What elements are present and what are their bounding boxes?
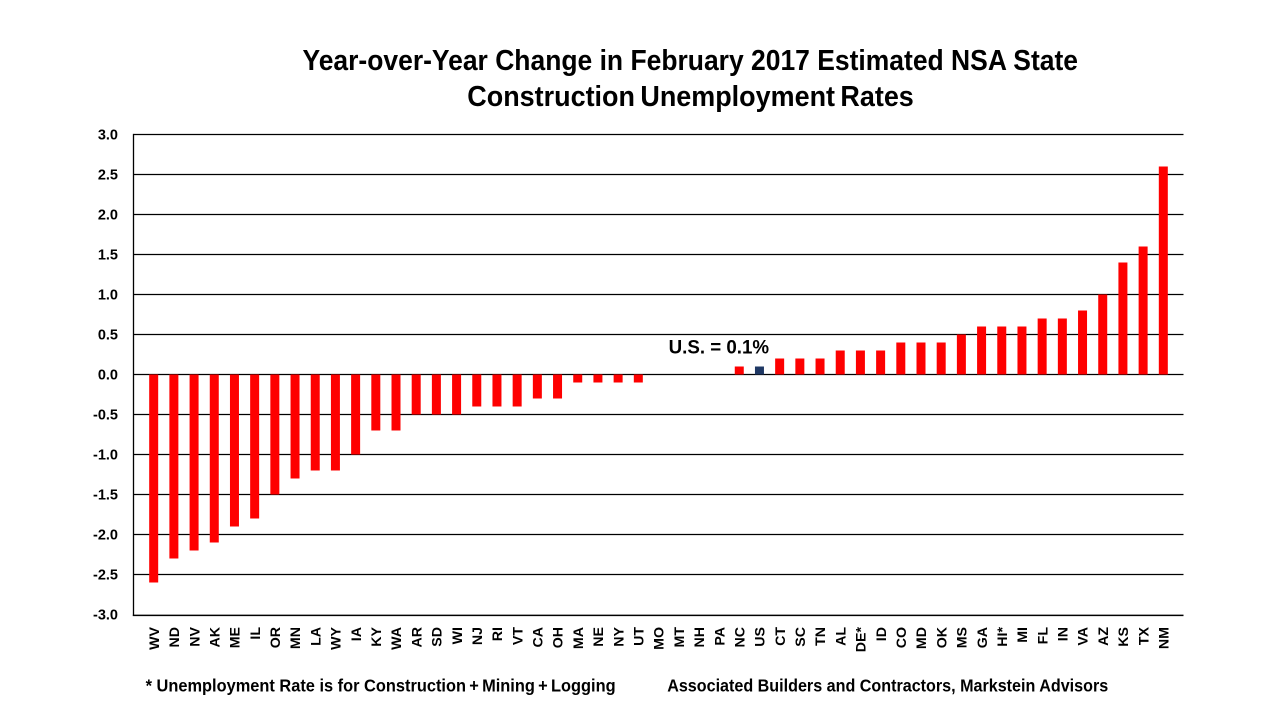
svg-text:IN: IN bbox=[1056, 627, 1072, 641]
svg-text:TN: TN bbox=[813, 627, 829, 646]
svg-text:-0.5: -0.5 bbox=[93, 408, 118, 424]
svg-text:WA: WA bbox=[389, 627, 405, 650]
svg-text:1.5: 1.5 bbox=[98, 248, 118, 264]
svg-text:OR: OR bbox=[268, 627, 284, 648]
svg-text:FL: FL bbox=[1035, 627, 1051, 645]
svg-text:2.5: 2.5 bbox=[98, 168, 118, 184]
svg-text:ME: ME bbox=[228, 627, 244, 648]
svg-text:Associated Builders and Contra: Associated Builders and Contractors, Mar… bbox=[667, 676, 1108, 696]
svg-text:3.0: 3.0 bbox=[98, 128, 118, 144]
svg-text:NV: NV bbox=[187, 626, 203, 646]
svg-text:TX: TX bbox=[1136, 626, 1152, 645]
svg-text:MD: MD bbox=[914, 627, 930, 649]
svg-text:SC: SC bbox=[793, 627, 809, 647]
svg-text:* Unemployment Rate is for Con: * Unemployment Rate is for Construction … bbox=[146, 676, 616, 696]
svg-text:NJ: NJ bbox=[470, 627, 486, 645]
svg-text:MA: MA bbox=[571, 627, 587, 649]
svg-text:MI: MI bbox=[1015, 627, 1031, 643]
svg-text:IL: IL bbox=[248, 627, 264, 640]
svg-text:MO: MO bbox=[652, 627, 668, 650]
svg-text:US: US bbox=[753, 627, 769, 647]
svg-text:ND: ND bbox=[167, 627, 183, 648]
svg-text:GA: GA bbox=[975, 627, 991, 648]
svg-text:CT: CT bbox=[773, 627, 789, 646]
svg-text:OH: OH bbox=[551, 627, 567, 648]
svg-text:RI: RI bbox=[490, 627, 506, 641]
svg-text:WV: WV bbox=[147, 626, 163, 649]
svg-text:U.S. = 0.1%: U.S. = 0.1% bbox=[669, 337, 770, 359]
svg-text:NM: NM bbox=[1157, 627, 1173, 649]
svg-text:AZ: AZ bbox=[1096, 627, 1112, 646]
svg-text:CO: CO bbox=[894, 627, 910, 648]
svg-text:DE*: DE* bbox=[854, 627, 870, 653]
svg-text:LA: LA bbox=[308, 627, 324, 646]
svg-text:-2.5: -2.5 bbox=[93, 568, 118, 584]
svg-text:Year-over-Year Change in Febru: Year-over-Year Change in February 2017 E… bbox=[303, 45, 1079, 77]
svg-text:HI*: HI* bbox=[995, 627, 1011, 647]
svg-text:AL: AL bbox=[833, 627, 849, 646]
svg-text:0.0: 0.0 bbox=[98, 368, 118, 384]
svg-text:0.5: 0.5 bbox=[98, 328, 118, 344]
svg-text:NE: NE bbox=[591, 627, 607, 647]
svg-text:-1.0: -1.0 bbox=[93, 448, 118, 464]
svg-text:KS: KS bbox=[1116, 627, 1132, 647]
svg-text:1.0: 1.0 bbox=[98, 288, 118, 304]
svg-text:AK: AK bbox=[207, 626, 223, 647]
svg-text:2.0: 2.0 bbox=[98, 208, 118, 224]
svg-text:NH: NH bbox=[692, 627, 708, 648]
svg-text:AR: AR bbox=[409, 627, 425, 648]
svg-text:CA: CA bbox=[531, 627, 547, 648]
svg-text:WI: WI bbox=[450, 627, 466, 644]
svg-text:-2.0: -2.0 bbox=[93, 528, 118, 544]
svg-text:MN: MN bbox=[288, 627, 304, 649]
svg-text:-1.5: -1.5 bbox=[93, 488, 118, 504]
svg-text:SD: SD bbox=[430, 627, 446, 647]
svg-text:MS: MS bbox=[955, 627, 971, 648]
svg-text:ID: ID bbox=[874, 627, 890, 641]
svg-text:OK: OK bbox=[934, 626, 950, 648]
svg-text:MT: MT bbox=[672, 627, 688, 648]
svg-text:NY: NY bbox=[611, 626, 627, 646]
svg-text:-3.0: -3.0 bbox=[93, 608, 118, 624]
svg-text:PA: PA bbox=[712, 627, 728, 646]
svg-text:KY: KY bbox=[369, 626, 385, 646]
svg-text:UT: UT bbox=[632, 627, 648, 646]
svg-text:IA: IA bbox=[349, 627, 365, 641]
svg-text:Construction Unemployment Rate: Construction Unemployment Rates bbox=[467, 81, 914, 113]
svg-text:WY: WY bbox=[329, 626, 345, 649]
svg-text:VA: VA bbox=[1076, 627, 1092, 646]
svg-text:NC: NC bbox=[732, 627, 748, 648]
svg-text:VT: VT bbox=[510, 627, 526, 645]
